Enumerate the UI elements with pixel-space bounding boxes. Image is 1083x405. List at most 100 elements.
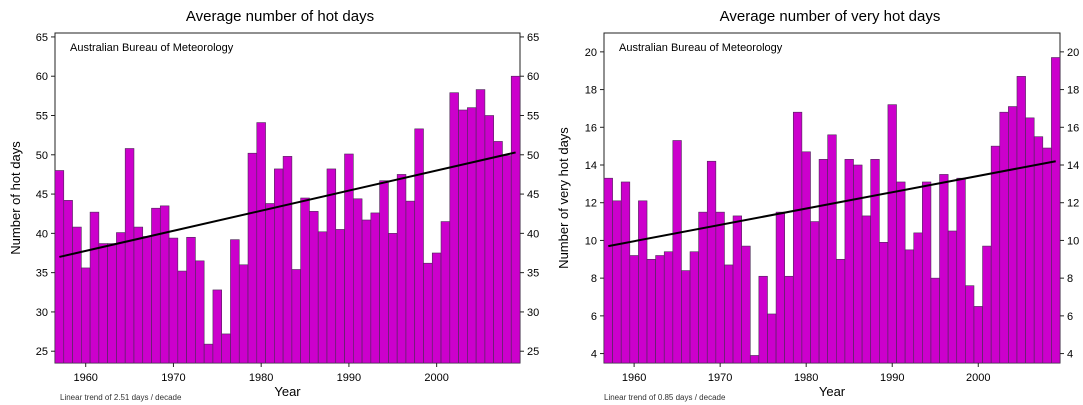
bar-2000	[973, 306, 983, 364]
y-tick-label-left: 35	[36, 268, 48, 280]
bar-2007	[1033, 136, 1044, 364]
bar-1986	[853, 164, 863, 364]
bar-2004	[1008, 106, 1018, 364]
y-tick-label-left: 40	[36, 228, 48, 240]
bar-1997	[947, 230, 958, 364]
bar-1960	[81, 267, 91, 364]
bar-1994	[922, 181, 932, 364]
y-tick-label-left: 14	[585, 160, 597, 172]
bar-1969	[706, 160, 717, 364]
bar-1991	[896, 181, 906, 364]
bar-1972	[732, 215, 742, 364]
y-tick-label-right: 18	[1067, 85, 1079, 97]
y-tick-label-right: 50	[527, 150, 539, 162]
bar-2001	[982, 245, 992, 364]
y-axis-label: Number of hot days	[8, 141, 23, 255]
x-tick-label: 2000	[424, 372, 448, 384]
bar-1997	[405, 200, 416, 364]
bar-1986	[309, 211, 319, 364]
y-tick-label-right: 45	[527, 189, 539, 201]
bar-1985	[300, 197, 310, 364]
x-tick-label: 1980	[794, 372, 818, 384]
source-label: Australian Bureau of Meteorology	[70, 42, 234, 54]
bar-1985	[844, 159, 854, 364]
y-tick-label-right: 55	[527, 111, 539, 123]
x-tick-label: 1970	[708, 372, 732, 384]
bar-1978	[784, 275, 794, 364]
bar-1996	[939, 174, 949, 364]
source-label: Australian Bureau of Meteorology	[619, 42, 783, 54]
bar-1992	[361, 219, 372, 364]
x-tick-label: 1990	[880, 372, 904, 384]
bar-1971	[177, 270, 187, 364]
bar-1996	[396, 174, 407, 364]
y-axis-label: Number of very hot days	[556, 127, 571, 269]
y-tick-label-right: 65	[527, 32, 539, 44]
y-tick-label-left: 10	[585, 235, 597, 247]
bar-2008	[502, 155, 512, 364]
bar-1959	[72, 226, 82, 364]
bar-1965	[672, 140, 682, 364]
bar-1958	[63, 200, 73, 364]
bar-1981	[810, 221, 820, 364]
bar-1989	[335, 229, 345, 364]
bar-1963	[655, 255, 665, 364]
x-axis-label: Year	[819, 384, 846, 399]
trend-line	[59, 151, 516, 258]
bar-1957	[603, 177, 613, 364]
y-tick-label-right: 35	[527, 268, 539, 280]
y-tick-label-right: 60	[527, 71, 539, 83]
bar-1978	[238, 264, 249, 364]
bar-1979	[792, 111, 803, 364]
y-tick-label-right: 14	[1067, 160, 1079, 172]
bar-2003	[458, 109, 468, 364]
bar-1990	[887, 104, 897, 364]
bar-1962	[98, 243, 108, 364]
bar-2009	[510, 75, 521, 364]
bar-2002	[449, 92, 459, 364]
bar-2001	[440, 221, 451, 364]
bar-2006	[484, 115, 494, 364]
y-tick-label-right: 8	[1067, 273, 1073, 285]
trend-line	[608, 160, 1056, 248]
y-tick-label-right: 12	[1067, 198, 1079, 210]
y-tick-label-left: 16	[585, 122, 597, 134]
bar-2009	[1051, 57, 1061, 364]
y-tick-label-left: 60	[36, 71, 48, 83]
y-tick-label-left: 12	[585, 198, 597, 210]
chart-title: Average number of hot days	[186, 8, 374, 25]
bar-1998	[414, 128, 424, 364]
bar-1970	[715, 211, 725, 364]
chart-title: Average number of very hot days	[720, 8, 941, 25]
bar-1981	[265, 203, 275, 364]
y-tick-label-right: 6	[1067, 311, 1073, 323]
bar-1966	[681, 270, 691, 364]
x-tick-label: 2000	[966, 372, 990, 384]
x-tick-label: 1990	[337, 372, 361, 384]
bar-1960	[629, 255, 639, 364]
bar-2000	[431, 252, 442, 364]
bar-1974	[749, 355, 760, 364]
bar-1959	[620, 181, 631, 364]
bar-1964	[663, 251, 674, 364]
x-tick-label: 1960	[622, 372, 646, 384]
bar-1976	[221, 333, 231, 364]
y-tick-label-right: 16	[1067, 122, 1079, 134]
bar-2008	[1042, 147, 1052, 364]
bar-1999	[423, 262, 433, 364]
y-tick-label-right: 25	[527, 346, 539, 358]
bar-1995	[930, 277, 940, 364]
bar-1983	[282, 156, 293, 364]
bar-2004	[467, 107, 477, 364]
bar-2003	[999, 111, 1009, 364]
bar-1966	[133, 226, 144, 364]
bar-2002	[990, 145, 1001, 364]
bar-1977	[230, 239, 240, 364]
bar-1968	[698, 211, 708, 364]
bar-1993	[913, 232, 923, 364]
y-tick-label-left: 30	[36, 307, 48, 319]
bar-1998	[956, 177, 966, 364]
bar-1974	[203, 343, 214, 364]
y-tick-label-left: 20	[585, 47, 597, 59]
